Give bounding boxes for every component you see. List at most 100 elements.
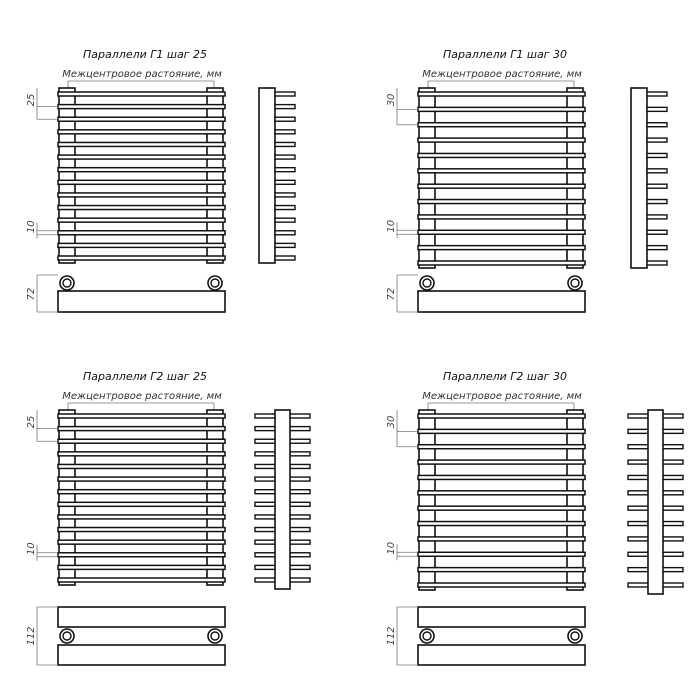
- side-bar: [646, 214, 668, 220]
- side-bar: [646, 198, 668, 205]
- step-dimension: 25: [26, 416, 37, 429]
- side-collector: [647, 409, 664, 595]
- side-bar: [274, 217, 296, 223]
- bar-thickness-dimension: 10: [386, 542, 397, 555]
- radiator-bar: [57, 577, 226, 583]
- radiator-bar: [57, 514, 226, 520]
- pipe-left-inner: [62, 278, 72, 288]
- radiator-bar: [417, 459, 586, 465]
- depth-dimension: 112: [26, 626, 37, 645]
- bar-thickness-dimension: 10: [386, 220, 397, 233]
- side-bar: [646, 168, 668, 174]
- side-bar: [274, 230, 296, 236]
- step-dimension: 30: [386, 94, 397, 107]
- panel-title: Параллели Г1 шаг 30: [443, 48, 567, 61]
- bottom-view-bar: [417, 290, 586, 313]
- radiator-bar: [417, 474, 586, 481]
- pipe-left-inner: [62, 631, 72, 641]
- side-bar: [274, 91, 296, 97]
- radiator-bar: [57, 564, 226, 571]
- bottom-view-bar-front: [417, 606, 586, 628]
- radiator-bar: [57, 103, 226, 110]
- radiator-bar: [57, 451, 226, 457]
- left-collector: [418, 87, 436, 269]
- radiator-bar: [417, 551, 586, 558]
- radiator-bar: [417, 536, 586, 542]
- bottom-view-bar-front: [57, 606, 226, 628]
- side-collector: [258, 87, 276, 264]
- center-distance-label: Межцентровое растояние, мм: [422, 69, 582, 80]
- side-bar: [646, 122, 668, 128]
- radiator-bar: [57, 476, 226, 482]
- radiator-bar: [417, 505, 586, 511]
- radiator-bar: [57, 230, 226, 236]
- center-distance-label: Межцентровое растояние, мм: [62, 391, 222, 402]
- panel-g1-25: Параллели Г1 шаг 25 Межцентровое растояни…: [26, 48, 296, 313]
- side-collector: [630, 87, 648, 269]
- depth-dimension: 72: [26, 288, 37, 301]
- radiator-bar: [57, 204, 226, 211]
- side-bar: [646, 183, 668, 189]
- right-collector: [206, 409, 224, 586]
- side-bar: [274, 242, 296, 249]
- center-distance-label: Межцентровое растояние, мм: [422, 391, 582, 402]
- left-collector: [58, 409, 76, 586]
- step-dimension: 30: [386, 416, 397, 429]
- radiator-bar: [417, 121, 586, 128]
- radiator-bar: [57, 166, 226, 173]
- radiator-bar: [417, 582, 586, 588]
- side-bar: [274, 154, 296, 160]
- pipe-left-inner: [422, 278, 432, 288]
- radiator-bar: [57, 192, 226, 198]
- radiator-bar: [417, 229, 586, 236]
- radiator-bar: [57, 463, 226, 470]
- radiator-bar: [57, 425, 226, 432]
- bar-thickness-dimension: 10: [26, 542, 37, 555]
- bottom-view-bar: [57, 290, 226, 313]
- panel-title: Параллели Г2 шаг 25: [83, 370, 207, 383]
- radiator-bar: [417, 443, 586, 450]
- radiator-bar: [57, 141, 226, 148]
- side-bar: [274, 166, 296, 173]
- side-bar: [646, 106, 668, 113]
- radiator-bar: [57, 179, 226, 186]
- side-bar: [646, 91, 668, 97]
- radiator-bar: [417, 413, 586, 419]
- radiator-bar: [57, 438, 226, 444]
- radiator-bar: [57, 488, 226, 495]
- radiator-bar: [57, 91, 226, 97]
- right-collector: [566, 409, 584, 591]
- radiator-bar: [57, 116, 226, 122]
- panel-title: Параллели Г2 шаг 30: [443, 370, 567, 383]
- bottom-view-bar-back: [57, 644, 226, 666]
- side-bar: [646, 152, 668, 159]
- side-bar: [274, 103, 296, 110]
- right-collector: [566, 87, 584, 269]
- side-bar: [274, 255, 296, 261]
- pipe-right-inner: [570, 278, 580, 288]
- radiator-bar: [417, 198, 586, 205]
- radiator-bar: [417, 428, 586, 435]
- radiator-bar: [57, 242, 226, 249]
- step-dimension: 25: [26, 94, 37, 107]
- pipe-right-inner: [210, 278, 220, 288]
- radiator-bar: [417, 91, 586, 97]
- left-collector: [58, 87, 76, 264]
- side-collector: [274, 409, 291, 590]
- side-bar: [646, 137, 668, 143]
- side-bar: [274, 204, 296, 211]
- side-bar: [274, 116, 296, 122]
- radiator-bar: [417, 214, 586, 220]
- panel-title: Параллели Г1 шаг 25: [83, 48, 207, 61]
- radiator-bar: [57, 526, 226, 533]
- radiator-bar: [417, 106, 586, 113]
- radiator-bar: [417, 168, 586, 174]
- radiator-bar: [417, 137, 586, 143]
- side-bar: [274, 141, 296, 148]
- radiator-bar: [417, 152, 586, 159]
- radiator-bar: [57, 413, 226, 419]
- side-bar: [274, 129, 296, 135]
- pipe-left-inner: [422, 631, 432, 641]
- side-bar: [646, 244, 668, 251]
